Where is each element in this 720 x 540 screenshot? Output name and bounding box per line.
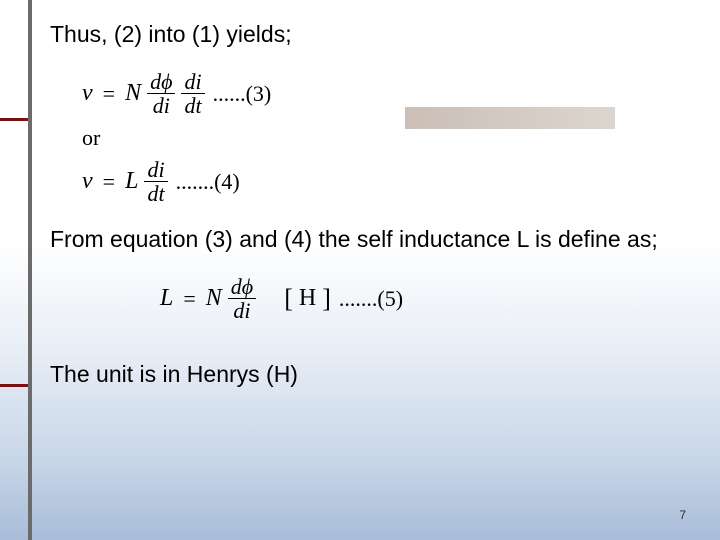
eq4-lhs: v [82,168,93,195]
left-bracket: [ [284,284,293,314]
eq4-coef: L [125,168,138,195]
eq4-frac-den: dt [144,182,167,205]
right-bracket: ] [322,284,331,314]
eq3-lhs: v [82,80,93,107]
equation-4: v = L di dt .......(4) [82,155,690,209]
equals-sign: = [179,286,199,312]
slide-content: Thus, (2) into (1) yields; v = N dϕ di d… [50,20,690,406]
equals-sign: = [99,169,119,195]
equals-sign: = [99,81,119,107]
eq4-tag: .......(4) [176,169,240,195]
eq3-frac1: dϕ di [147,70,175,117]
from-text: From equation (3) and (4) the self induc… [50,225,690,254]
equation-block: v = N dϕ di di dt ......(3) or v = L di [82,67,690,209]
unit-text: The unit is in Henrys (H) [50,360,690,389]
eq5-tag: .......(5) [339,286,403,312]
eq3-coef: N [125,80,141,107]
eq5-frac-den: di [230,299,253,322]
accent-rule-bottom [0,384,28,387]
eq4-frac-num: di [144,158,167,181]
eq5-unit: H [299,285,316,312]
eq3-frac1-num: dϕ [147,70,175,93]
eq5-coef: N [206,285,222,312]
page-number: 7 [679,508,686,522]
eq4-frac: di dt [144,158,167,205]
eq3-frac1-den: di [150,94,173,117]
accent-rule-top [0,118,28,121]
eq3-tag: ......(3) [213,81,272,107]
equation-5-block: L = N dϕ di [ H ] .......(5) [160,272,690,326]
eq5-frac-num: dϕ [228,275,256,298]
eq3-frac2: di dt [181,70,204,117]
intro-text: Thus, (2) into (1) yields; [50,20,690,49]
equation-3: v = N dϕ di di dt ......(3) [82,67,690,121]
eq3-frac2-num: di [181,70,204,93]
eq5-frac: dϕ di [228,275,256,322]
or-text: or [82,125,690,151]
left-rail [28,0,32,540]
eq3-frac2-den: dt [181,94,204,117]
equation-5: L = N dϕ di [ H ] .......(5) [160,272,690,326]
eq5-lhs: L [160,285,173,312]
